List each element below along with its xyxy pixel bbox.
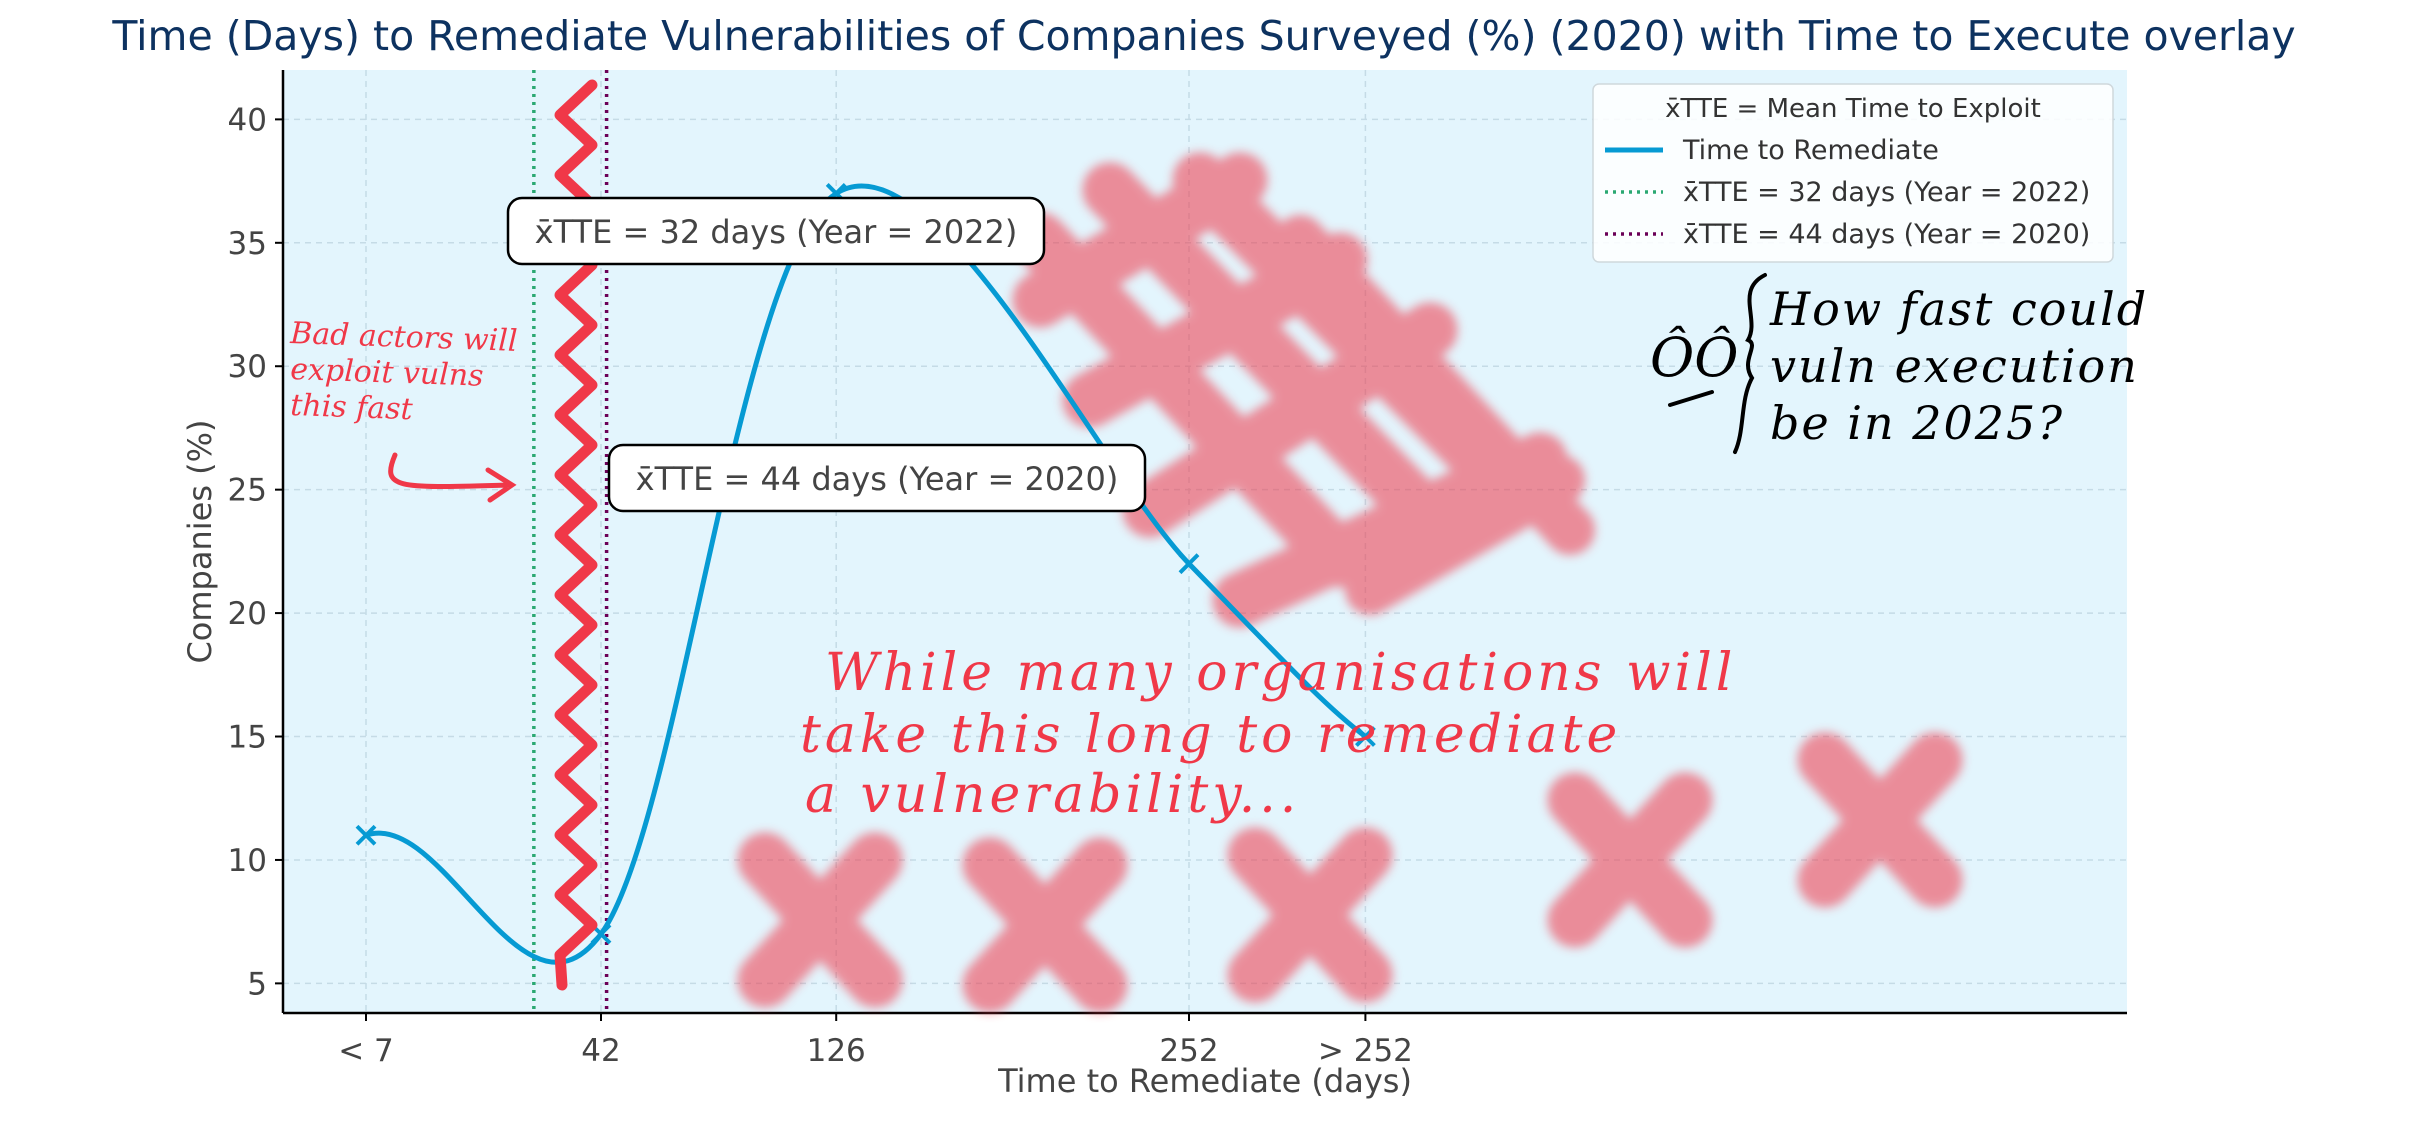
red-hatch-stroke: [962, 837, 1128, 1013]
y-tick-label: 30: [228, 349, 267, 385]
y-tick-label: 10: [228, 843, 267, 879]
handwritten-face-mouth: [1668, 390, 1714, 407]
legend-entry-tte-2022: x̄TTE = 32 days (Year = 2022): [1605, 177, 2090, 208]
red-hatch-stroke: [1082, 162, 1458, 548]
data-point-marker: [1178, 553, 1200, 575]
data-point-marker: [1354, 726, 1376, 747]
y-tick-label: 40: [228, 102, 267, 138]
legend-entry-time-to-remediate: Time to Remediate: [1605, 135, 1939, 166]
legend-label: Time to Remediate: [1682, 135, 1939, 166]
reference-annotation: x̄TTE = 32 days (Year = 2022): [506, 196, 1046, 266]
red-hatch-stroke: [1227, 827, 1393, 1003]
red-hatch-stroke: [1275, 215, 1595, 555]
annotation-text: x̄TTE = 44 days (Year = 2020): [636, 460, 1119, 498]
x-tick-label: 42: [581, 1033, 620, 1069]
legend-box: [1592, 83, 2114, 263]
handwritten-arrow: [388, 452, 517, 503]
marker-stroke: [1354, 726, 1376, 747]
annotation-box: [506, 196, 1046, 266]
x-axis-label: Time to Remediate (days): [997, 1062, 1412, 1100]
handwritten-line: a vulnerability...: [805, 765, 1300, 825]
handwritten-line: this fast: [290, 388, 414, 427]
handwritten-line: vuln execution: [1770, 339, 2139, 393]
annotation-box: [607, 443, 1147, 513]
handwritten-line: Bad actors will: [289, 316, 518, 359]
y-tick-label: 20: [228, 596, 267, 632]
handwritten-line: take this long to remediate: [800, 705, 1621, 765]
data-point-marker: [355, 824, 377, 846]
legend-title: x̄TTE = Mean Time to Exploit: [1665, 94, 2041, 124]
chart-title: Time (Days) to Remediate Vulnerabilities…: [111, 12, 2295, 60]
legend-label: x̄TTE = 32 days (Year = 2022): [1683, 177, 2090, 208]
x-tick-label: 252: [1159, 1033, 1218, 1069]
marker-stroke: [590, 923, 612, 945]
marker-stroke: [1178, 553, 1200, 575]
handwritten-face: ÔÔ: [1650, 325, 1739, 389]
x-tick-label: > 252: [1318, 1033, 1413, 1069]
y-tick-label: 5: [247, 966, 267, 1002]
red-hatch-stroke: [737, 832, 903, 1008]
y-tick-label: 35: [228, 226, 267, 262]
red-hatch-stroke: [1547, 772, 1713, 948]
y-axis-label: Companies (%): [181, 419, 219, 663]
legend-entry-tte-2020: x̄TTE = 44 days (Year = 2020): [1605, 219, 2090, 250]
handwritten-line: While many organisations will: [825, 643, 1736, 703]
red-scribble-patches: [737, 152, 1963, 1013]
handwritten-line: How fast could: [1769, 282, 2148, 336]
annotation-text: x̄TTE = 32 days (Year = 2022): [535, 213, 1018, 251]
handwritten-line: exploit vulns: [290, 352, 484, 394]
marker-stroke: [355, 824, 377, 846]
x-tick-label: < 7: [338, 1033, 394, 1069]
handwritten-brace: [1733, 273, 1767, 454]
x-tick-label: 126: [807, 1033, 866, 1069]
reference-annotation: x̄TTE = 44 days (Year = 2020): [607, 443, 1147, 513]
legend-label: x̄TTE = 44 days (Year = 2020): [1683, 219, 2090, 250]
y-tick-label: 15: [228, 720, 267, 756]
legend: x̄TTE = Mean Time to Exploit Time to Reme…: [1592, 83, 2114, 263]
red-hatch-stroke: [1797, 732, 1963, 908]
handwritten-line: be in 2025?: [1770, 396, 2064, 450]
y-tick-label: 25: [228, 473, 267, 509]
red-hatch-stroke: [1012, 212, 1368, 588]
y-axis: 5 10 15 20 25 30 35 40: [228, 102, 2127, 1002]
